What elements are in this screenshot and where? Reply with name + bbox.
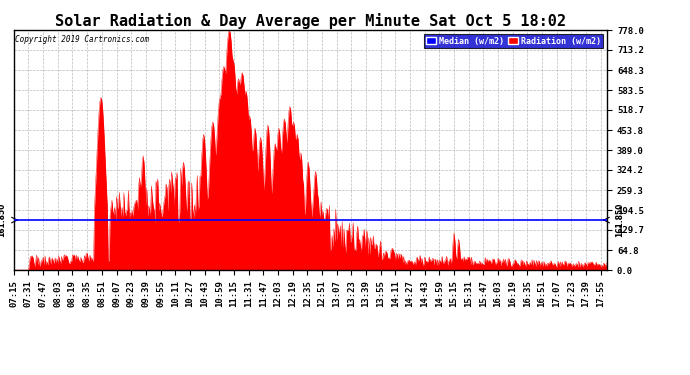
Text: 161.850: 161.850: [0, 203, 6, 237]
Text: 161.850: 161.850: [615, 203, 624, 237]
Text: Copyright 2019 Cartronics.com: Copyright 2019 Cartronics.com: [15, 35, 149, 44]
Legend: Median (w/m2), Radiation (w/m2): Median (w/m2), Radiation (w/m2): [424, 34, 603, 48]
Title: Solar Radiation & Day Average per Minute Sat Oct 5 18:02: Solar Radiation & Day Average per Minute…: [55, 13, 566, 29]
